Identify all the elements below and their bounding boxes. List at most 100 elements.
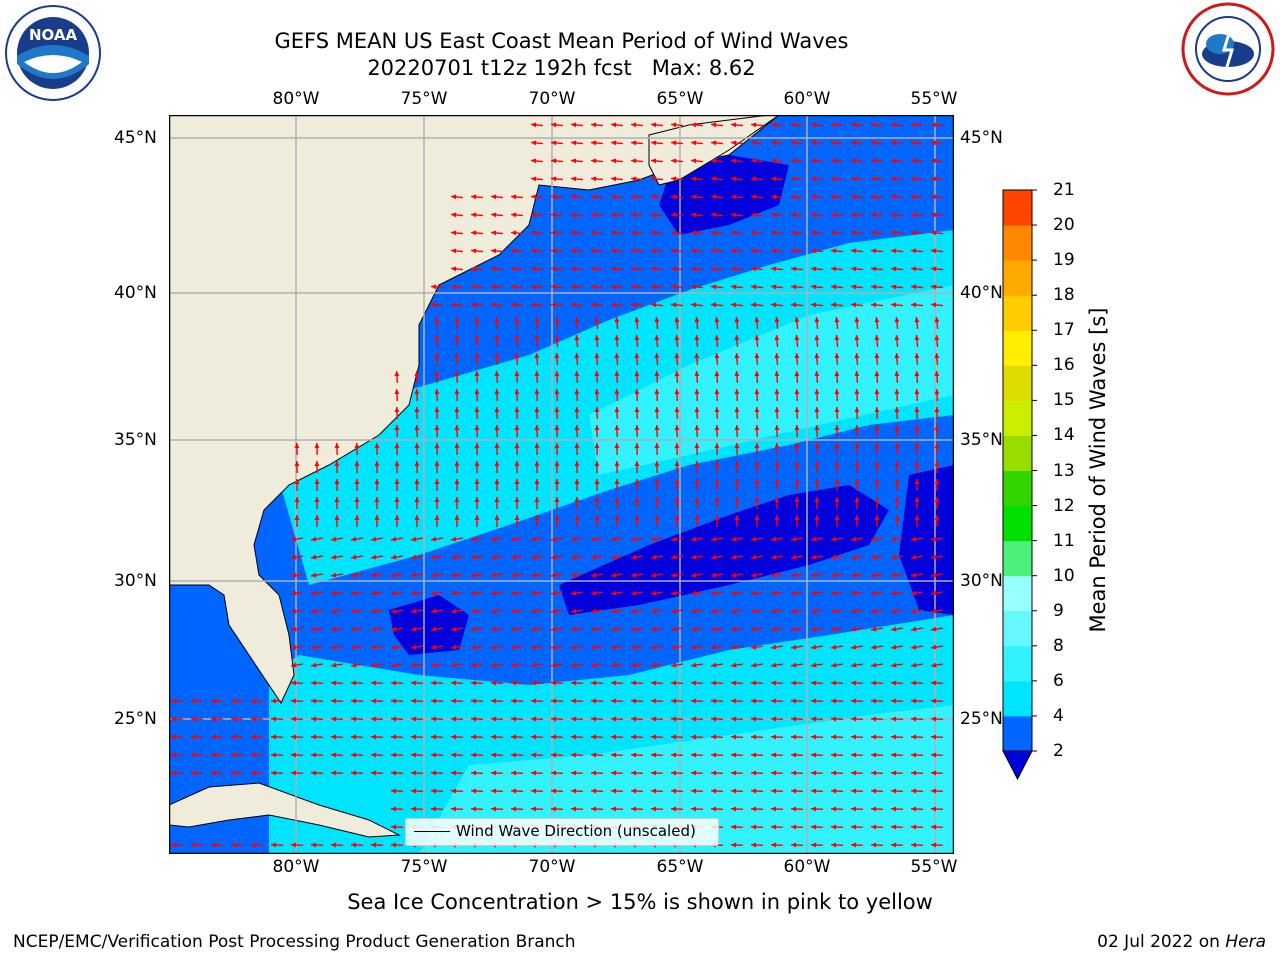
wind-arrow-head <box>811 680 817 686</box>
wind-arrow-head <box>551 194 557 200</box>
wind-arrow-head <box>891 536 897 542</box>
wind-arrow-head <box>911 230 917 236</box>
wind-arrow-head <box>614 353 620 359</box>
wind-arrow-head <box>631 662 637 668</box>
wind-arrow-head <box>551 662 557 668</box>
wind-arrow-head <box>854 371 860 377</box>
wind-arrow-head <box>434 425 440 431</box>
wind-arrow-head <box>854 425 860 431</box>
wind-arrow-head <box>571 266 577 272</box>
wind-arrow-head <box>451 590 457 596</box>
wind-arrow-head <box>794 479 800 485</box>
wind-arrow-head <box>294 461 300 467</box>
wind-arrow-head <box>871 806 877 812</box>
wind-arrow-head <box>331 680 337 686</box>
wind-arrow-head <box>291 536 297 542</box>
lon-tick-bottom-80w: 80°W <box>272 857 320 877</box>
wind-arrow-head <box>774 515 780 521</box>
wind-arrow-head <box>694 353 700 359</box>
wind-arrow-head <box>811 284 817 290</box>
wind-arrow-head <box>914 353 920 359</box>
wind-arrow-head <box>711 770 717 776</box>
colorbar-tick-label: 10 <box>1053 565 1075 586</box>
wind-arrow-head <box>574 317 580 323</box>
wind-arrow-head <box>451 680 457 686</box>
wind-arrow-head <box>411 608 417 614</box>
wind-arrow-head <box>611 572 617 578</box>
wind-arrow-head <box>714 389 720 395</box>
wind-arrow-head <box>791 680 797 686</box>
wind-arrow-head <box>674 497 680 503</box>
wind-arrow-head <box>891 608 897 614</box>
wind-arrow-head <box>911 140 917 146</box>
wind-arrow-head <box>591 734 597 740</box>
wind-arrow-head <box>931 824 937 830</box>
wind-arrow-head <box>491 680 497 686</box>
wind-arrow-head <box>614 407 620 413</box>
wind-arrow-head <box>311 842 317 848</box>
wind-arrow-head <box>571 806 577 812</box>
wind-arrow-head <box>711 158 717 164</box>
wind-arrow-head <box>891 788 897 794</box>
wind-arrow-head <box>811 824 817 830</box>
wind-arrow-head <box>291 662 297 668</box>
wind-arrow-head <box>591 680 597 686</box>
wind-arrow-head <box>751 788 757 794</box>
wind-arrow-head <box>671 248 677 254</box>
wind-arrow-head <box>691 806 697 812</box>
wind-arrow-head <box>711 716 717 722</box>
wind-arrow-head <box>711 248 717 254</box>
wind-arrow-head <box>811 536 817 542</box>
wind-arrow-head <box>794 497 800 503</box>
wind-arrow-head <box>191 752 197 758</box>
wind-arrow-head <box>594 317 600 323</box>
colorbar-tick-label: 16 <box>1053 355 1075 376</box>
wind-arrow-head <box>531 176 537 182</box>
wind-arrow-head <box>651 698 657 704</box>
wind-arrow-head <box>394 515 400 521</box>
wind-arrow-head <box>911 176 917 182</box>
wind-arrow-head <box>351 734 357 740</box>
wind-arrow-head <box>711 266 717 272</box>
wind-arrow-head <box>754 407 760 413</box>
wind-arrow-head <box>251 770 257 776</box>
wind-arrow-head <box>394 479 400 485</box>
dark-patch-4 <box>899 465 954 615</box>
wind-arrow-head <box>514 515 520 521</box>
wind-arrow-head <box>631 176 637 182</box>
wind-arrow-head <box>434 515 440 521</box>
wind-arrow-head <box>251 842 257 848</box>
wind-arrow-head <box>911 590 917 596</box>
wind-arrow-head <box>931 608 937 614</box>
wind-arrow-head <box>754 335 760 341</box>
wind-arrow-head <box>571 788 577 794</box>
wind-arrow-head <box>551 752 557 758</box>
wind-arrow-head <box>531 140 537 146</box>
wind-arrow-head <box>851 302 857 308</box>
wind-arrow-head <box>511 716 517 722</box>
wind-arrow-head <box>531 788 537 794</box>
colorbar-tick-label: 13 <box>1053 460 1075 481</box>
wind-arrow-head <box>911 302 917 308</box>
wind-arrow-head <box>711 212 717 218</box>
wind-arrow-head <box>934 317 940 323</box>
wind-arrow-head <box>594 425 600 431</box>
wind-arrow-head <box>914 389 920 395</box>
wind-arrow-head <box>471 554 477 560</box>
wind-arrow-head <box>574 353 580 359</box>
wind-arrow-head <box>934 479 940 485</box>
wind-arrow-head <box>911 734 917 740</box>
wind-arrow-head <box>511 194 517 200</box>
wind-arrow-head <box>451 212 457 218</box>
wind-arrow-head <box>871 716 877 722</box>
wind-arrow-head <box>934 515 940 521</box>
wind-arrow-head <box>731 554 737 560</box>
wind-arrow-head <box>591 284 597 290</box>
wind-arrow-head <box>491 788 497 794</box>
wind-arrow-head <box>551 698 557 704</box>
wind-arrow-head <box>514 407 520 413</box>
wind-arrow-head <box>674 515 680 521</box>
colorbar-extend-triangle <box>1002 750 1033 781</box>
wind-arrow-head <box>634 497 640 503</box>
wind-arrow-head <box>331 536 337 542</box>
